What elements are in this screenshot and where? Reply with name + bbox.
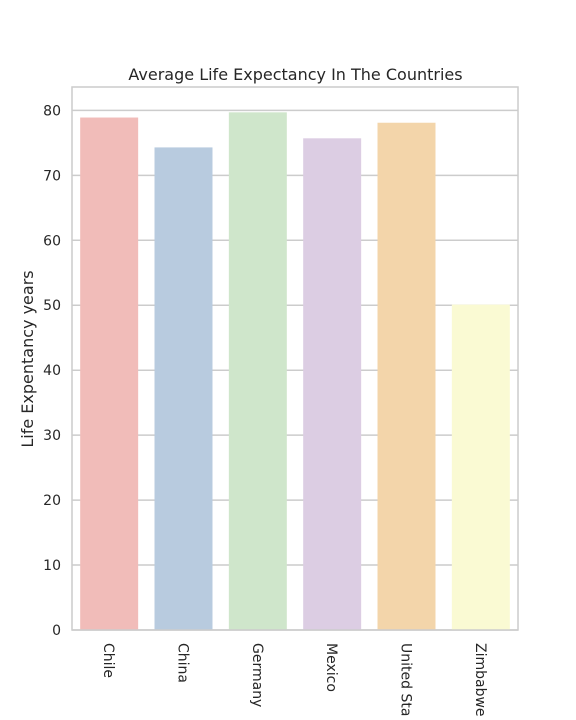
bar-mexico	[303, 138, 362, 630]
x-tick-label: United Sta	[398, 643, 414, 716]
x-tick-label: Zimbabwe	[472, 643, 488, 717]
bar-united-sta	[377, 122, 436, 630]
x-tick-label: Chile	[100, 643, 116, 678]
x-tick-label: Mexico	[323, 643, 339, 692]
y-tick-labels: 0 10 20 30 40 50 60 70 80	[43, 103, 61, 639]
y-tick-label: 80	[43, 103, 61, 119]
gridlines	[72, 109, 518, 631]
y-tick-label: 50	[43, 298, 61, 314]
bar-zimbabwe	[451, 304, 510, 630]
plot-frame	[71, 86, 519, 631]
y-tick-label: 40	[43, 363, 61, 379]
y-tick-label: 60	[43, 233, 61, 249]
bar-chile	[80, 117, 139, 630]
y-tick-label: 70	[43, 168, 61, 184]
bars	[80, 112, 510, 630]
bar-germany	[228, 112, 287, 630]
y-tick-label: 10	[43, 558, 61, 574]
chart-title: Average Life Expectancy In The Countries	[128, 65, 462, 84]
y-tick-label: 20	[43, 493, 61, 509]
x-tick-labels: Chile China Germany Mexico United Sta Zimbabw…	[100, 643, 488, 717]
y-axis-label: Life Expentancy years	[18, 270, 37, 447]
x-tick-label: Germany	[249, 643, 265, 707]
y-tick-label: 0	[52, 623, 61, 639]
y-tick-label: 30	[43, 428, 61, 444]
x-tick-label: China	[175, 643, 191, 683]
bar-china	[154, 147, 213, 630]
